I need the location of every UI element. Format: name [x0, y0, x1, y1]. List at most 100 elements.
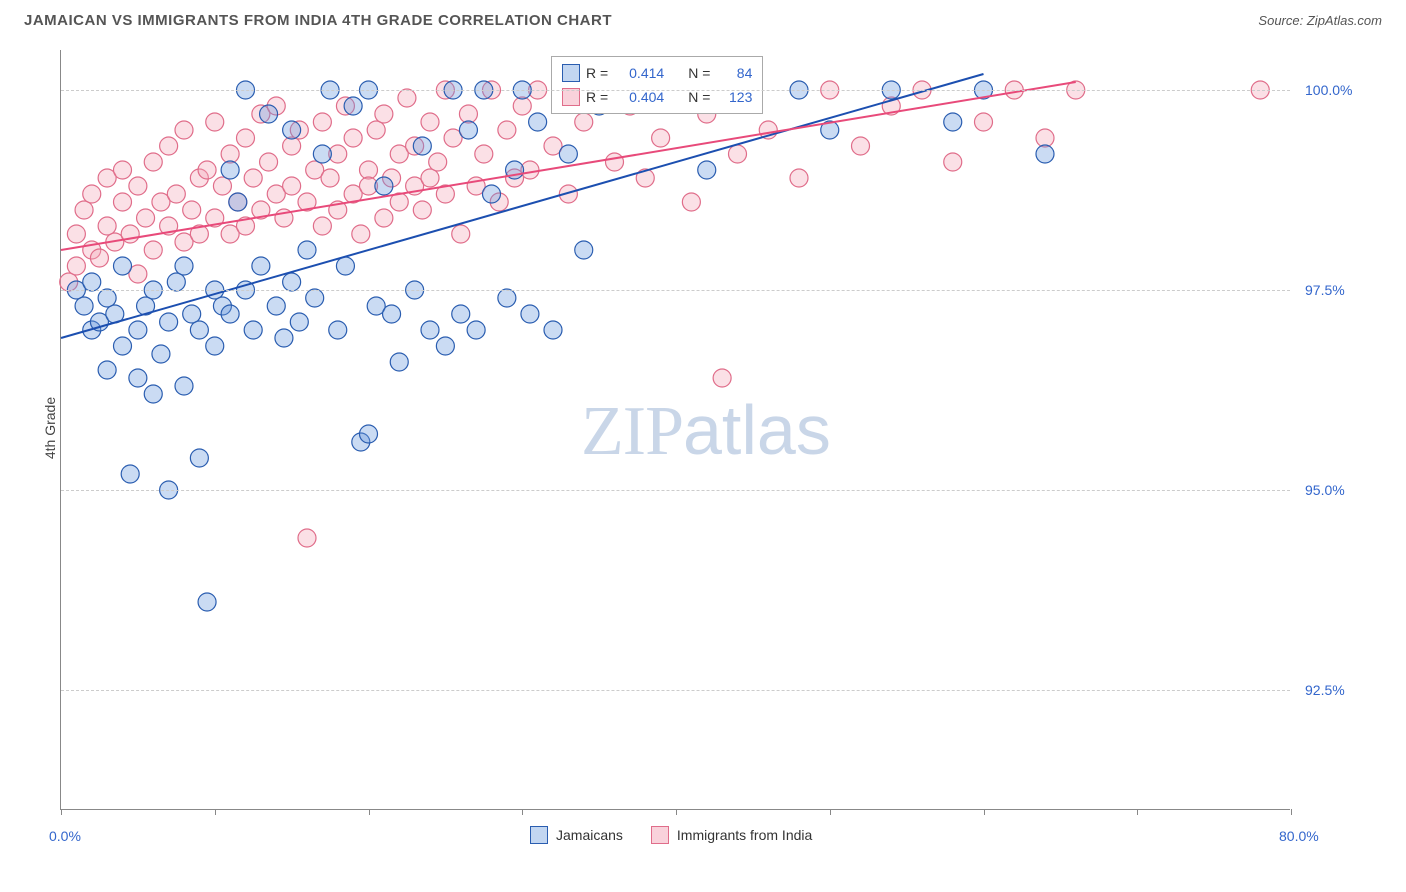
data-point	[114, 337, 132, 355]
legend-swatch-jamaicans	[562, 64, 580, 82]
data-point	[852, 137, 870, 155]
bottom-legend-item-india: Immigrants from India	[651, 826, 812, 844]
gridline	[61, 690, 1290, 691]
data-point	[413, 137, 431, 155]
data-point	[313, 145, 331, 163]
data-point	[521, 305, 539, 323]
data-point	[206, 337, 224, 355]
data-point	[221, 305, 239, 323]
data-point	[298, 241, 316, 259]
y-tick-label: 97.5%	[1305, 282, 1345, 298]
data-point	[198, 161, 216, 179]
r-label: R =	[586, 65, 608, 81]
data-point	[544, 321, 562, 339]
data-point	[129, 321, 147, 339]
data-point	[367, 121, 385, 139]
data-point	[360, 161, 378, 179]
bottom-swatch-india	[651, 826, 669, 844]
data-point	[275, 329, 293, 347]
data-point	[267, 297, 285, 315]
data-point	[152, 345, 170, 363]
data-point	[306, 289, 324, 307]
x-tick	[984, 809, 985, 815]
x-tick	[830, 809, 831, 815]
data-point	[429, 153, 447, 171]
data-point	[67, 257, 85, 275]
data-point	[221, 161, 239, 179]
x-tick	[1137, 809, 1138, 815]
data-point	[252, 257, 270, 275]
data-point	[421, 321, 439, 339]
x-tick	[369, 809, 370, 815]
x-tick	[1291, 809, 1292, 815]
data-point	[944, 153, 962, 171]
data-point	[336, 257, 354, 275]
data-point	[167, 273, 185, 291]
data-point	[459, 105, 477, 123]
data-point	[344, 129, 362, 147]
y-tick-label: 95.0%	[1305, 482, 1345, 498]
data-point	[559, 145, 577, 163]
data-point	[260, 153, 278, 171]
data-point	[160, 313, 178, 331]
data-point	[390, 353, 408, 371]
data-point	[1036, 129, 1054, 147]
data-point	[114, 193, 132, 211]
data-point	[313, 113, 331, 131]
data-point	[421, 169, 439, 187]
data-point	[467, 321, 485, 339]
data-point	[198, 593, 216, 611]
data-point	[90, 249, 108, 267]
data-point	[83, 185, 101, 203]
data-point	[375, 105, 393, 123]
data-point	[144, 153, 162, 171]
data-point	[360, 425, 378, 443]
x-tick	[61, 809, 62, 815]
bottom-swatch-jamaicans	[530, 826, 548, 844]
data-point	[244, 169, 262, 187]
data-point	[944, 113, 962, 131]
source-label: Source:	[1258, 13, 1303, 28]
data-point	[498, 121, 516, 139]
data-point	[206, 113, 224, 131]
data-point	[190, 321, 208, 339]
bottom-legend-label-jamaicans: Jamaicans	[556, 827, 623, 843]
x-tick-label: 0.0%	[49, 828, 81, 844]
source-attribution: Source: ZipAtlas.com	[1258, 13, 1382, 28]
data-point	[313, 217, 331, 235]
y-axis-title: 4th Grade	[42, 378, 58, 478]
bottom-legend: Jamaicans Immigrants from India	[530, 826, 812, 844]
data-point	[98, 361, 116, 379]
data-point	[575, 113, 593, 131]
data-point	[790, 169, 808, 187]
data-point	[114, 257, 132, 275]
data-point	[475, 145, 493, 163]
data-point	[1036, 145, 1054, 163]
data-point	[452, 225, 470, 243]
data-point	[321, 169, 339, 187]
gridline	[61, 490, 1290, 491]
chart-svg	[61, 50, 1291, 810]
gridline	[61, 90, 1290, 91]
data-point	[682, 193, 700, 211]
data-point	[75, 297, 93, 315]
r-label: R =	[586, 89, 608, 105]
data-point	[375, 177, 393, 195]
data-point	[398, 89, 416, 107]
legend-row-jamaicans: R = 0.414 N = 84	[562, 61, 752, 85]
chart-header: JAMAICAN VS IMMIGRANTS FROM INDIA 4TH GR…	[0, 0, 1406, 37]
data-point	[183, 305, 201, 323]
data-point	[283, 273, 301, 291]
data-point	[229, 193, 247, 211]
chart-title: JAMAICAN VS IMMIGRANTS FROM INDIA 4TH GR…	[24, 12, 612, 29]
data-point	[190, 449, 208, 467]
data-point	[298, 529, 316, 547]
data-point	[244, 321, 262, 339]
data-point	[498, 289, 516, 307]
data-point	[459, 121, 477, 139]
data-point	[175, 121, 193, 139]
data-point	[283, 121, 301, 139]
y-tick-label: 100.0%	[1305, 82, 1352, 98]
data-point	[698, 161, 716, 179]
data-point	[75, 201, 93, 219]
